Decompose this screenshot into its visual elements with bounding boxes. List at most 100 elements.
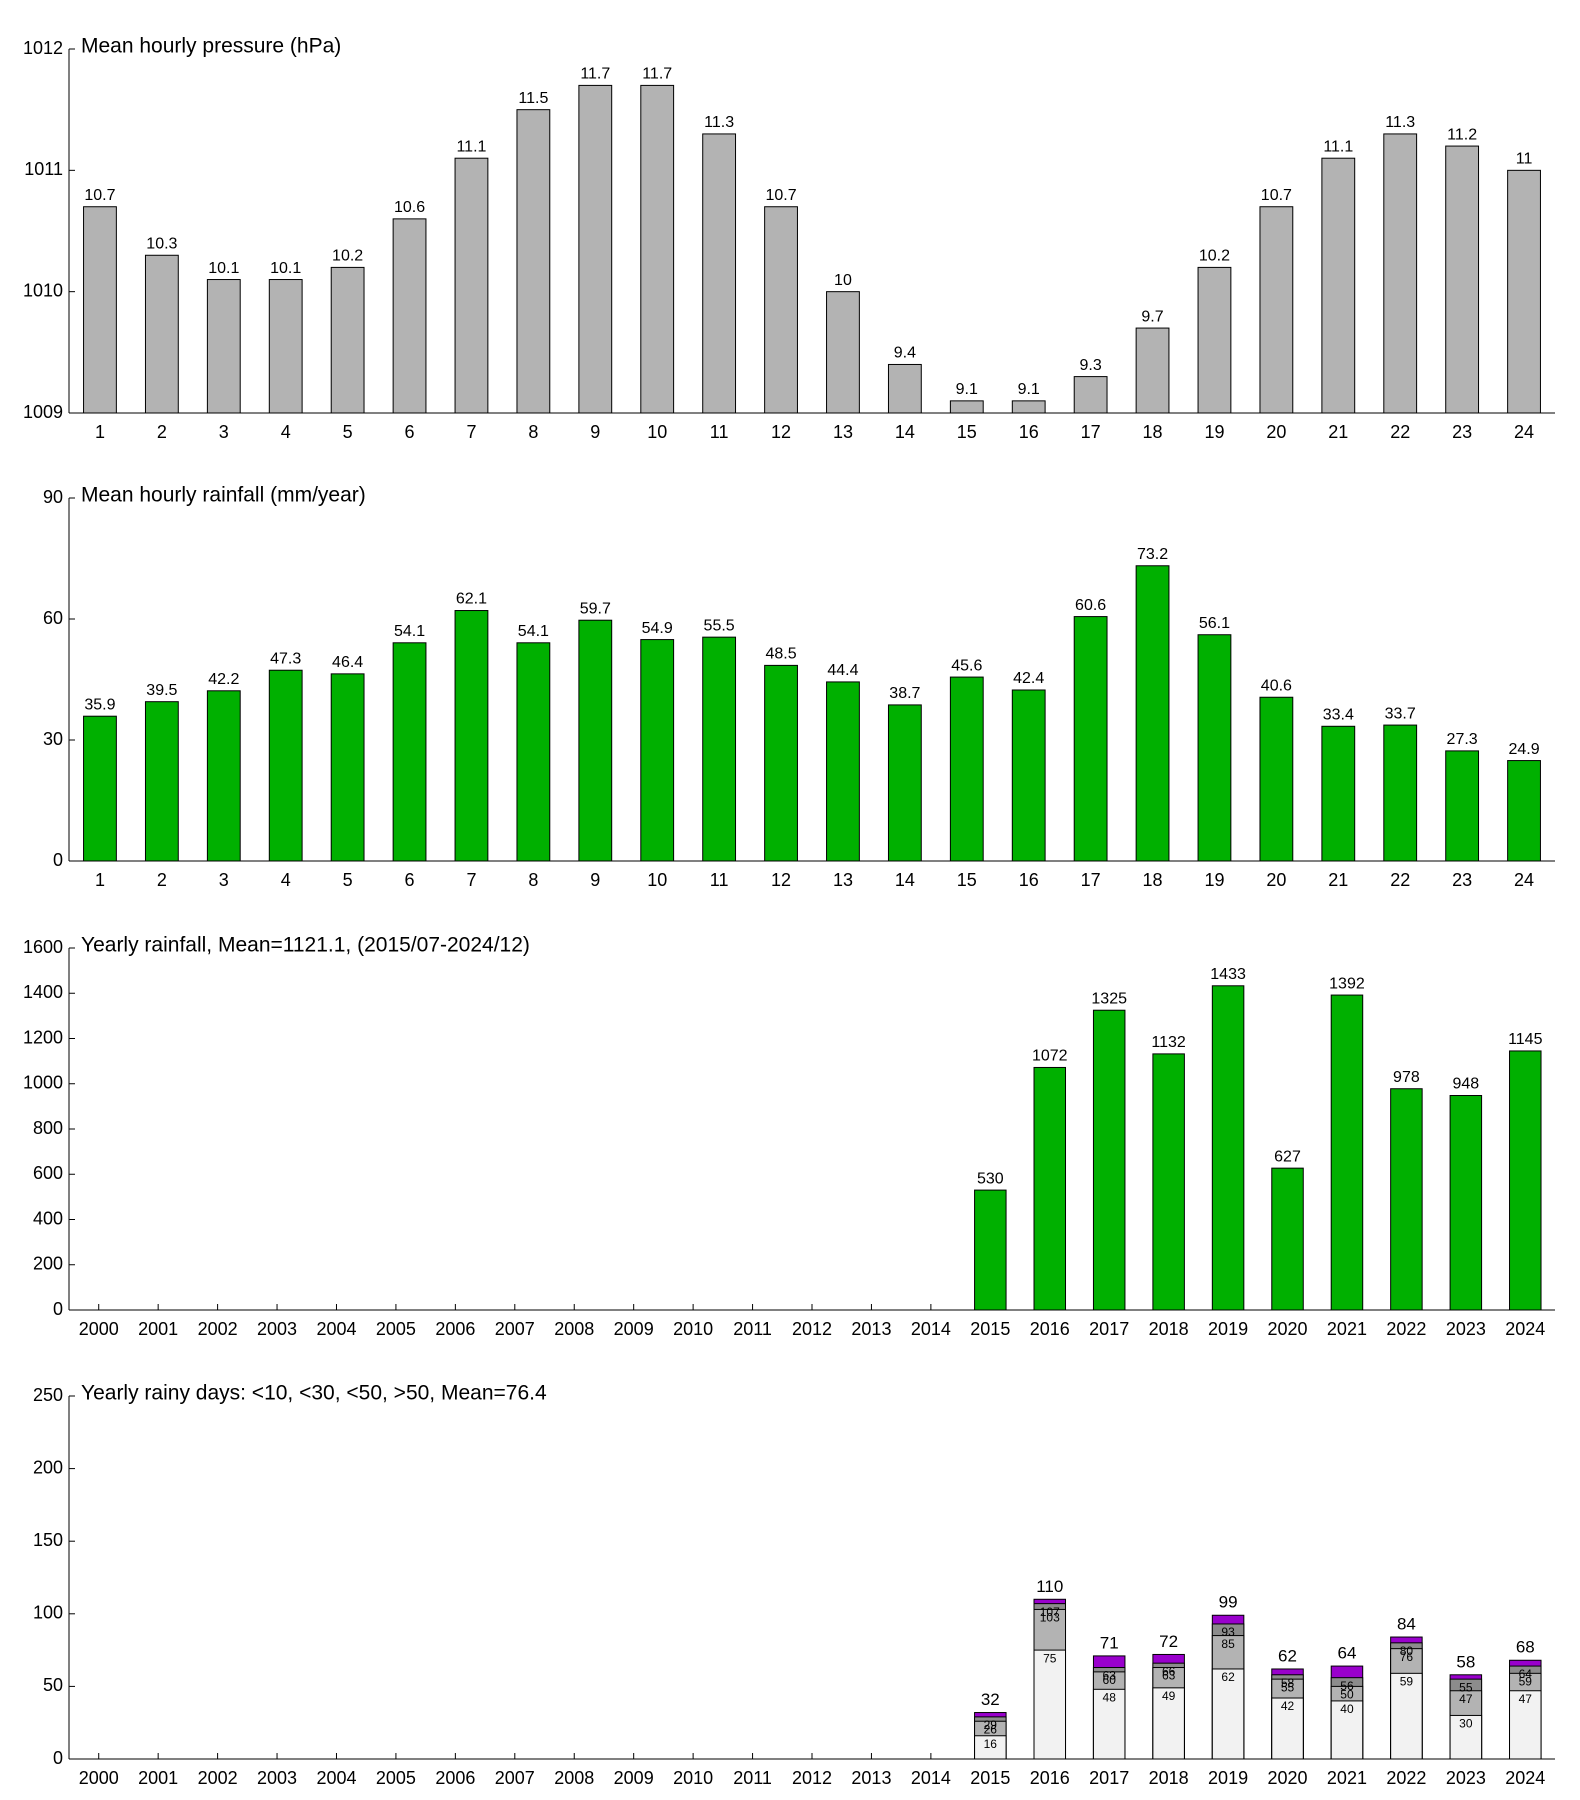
value-label: 10.7 <box>765 187 796 204</box>
value-label: 27.3 <box>1447 731 1478 748</box>
x-tick-label: 2 <box>157 422 167 442</box>
value-label: 1072 <box>1032 1048 1068 1065</box>
value-label: 48 <box>1103 1690 1117 1704</box>
x-tick-label: 3 <box>219 422 229 442</box>
x-tick-label: 14 <box>895 422 915 442</box>
value-label: 29 <box>984 1718 998 1732</box>
y-tick-label: 0 <box>53 1748 63 1768</box>
value-label: 10.2 <box>1199 248 1230 265</box>
y-tick-label: 0 <box>53 1299 63 1319</box>
value-label: 1145 <box>1508 1031 1543 1048</box>
x-tick-label: 9 <box>590 870 600 890</box>
y-tick-label: 90 <box>43 487 63 507</box>
value-label: 11.2 <box>1447 126 1477 143</box>
bar <box>1321 157 1356 414</box>
value-label: 530 <box>977 1170 1004 1187</box>
x-tick-label: 2002 <box>198 1319 238 1339</box>
value-label: 59 <box>1519 1675 1533 1689</box>
value-label: 93 <box>1221 1625 1235 1639</box>
x-tick-label: 19 <box>1204 422 1224 442</box>
bar <box>330 266 365 414</box>
x-tick-label: 4 <box>281 870 291 890</box>
bar <box>144 701 179 862</box>
x-tick-label: 8 <box>528 422 538 442</box>
x-tick-label: 2013 <box>851 1319 891 1339</box>
x-tick-label: 20 <box>1266 422 1286 442</box>
bar <box>826 291 860 414</box>
bar <box>83 206 117 414</box>
bar <box>887 363 922 414</box>
value-label: 110 <box>1036 1577 1063 1596</box>
x-tick-label: 2020 <box>1267 1319 1307 1339</box>
value-label: 64 <box>1519 1667 1533 1681</box>
bar <box>949 400 984 414</box>
x-tick-label: 2018 <box>1149 1768 1189 1788</box>
bar <box>1135 565 1170 862</box>
bar <box>764 206 798 414</box>
x-tick-label: 2006 <box>435 1768 475 1788</box>
bar <box>1135 327 1170 414</box>
value-label: 11.1 <box>456 138 486 155</box>
x-tick-label: 10 <box>647 870 667 890</box>
bar <box>578 619 613 862</box>
value-label: 60 <box>1103 1673 1117 1687</box>
x-tick-label: 2 <box>157 870 167 890</box>
y-tick-label: 1200 <box>23 1027 63 1047</box>
bar <box>1449 1714 1483 1760</box>
value-label: 26 <box>984 1722 998 1736</box>
value-label: 39.5 <box>146 682 177 699</box>
x-tick-label: 2007 <box>495 1768 535 1788</box>
bar <box>702 133 737 414</box>
bar <box>1011 689 1046 862</box>
y-tick-label: 400 <box>33 1208 63 1228</box>
x-tick-label: 1 <box>95 870 105 890</box>
bar <box>1449 1095 1483 1311</box>
value-label: 80 <box>1400 1644 1414 1658</box>
value-label: 62.1 <box>456 591 487 608</box>
y-tick-label: 100 <box>33 1603 63 1623</box>
bar <box>1073 616 1108 862</box>
value-label: 63 <box>1162 1669 1176 1683</box>
value-label: 10.7 <box>84 187 115 204</box>
bar <box>1073 376 1108 414</box>
value-label: 978 <box>1393 1069 1420 1086</box>
x-tick-label: 5 <box>343 422 353 442</box>
bar <box>1321 725 1356 862</box>
x-tick-label: 21 <box>1328 870 1348 890</box>
value-label: 9.1 <box>956 381 978 398</box>
bar <box>1197 634 1232 862</box>
x-tick-label: 2010 <box>673 1768 713 1788</box>
bar <box>144 254 179 414</box>
value-label: 59 <box>1400 1675 1414 1689</box>
value-label: 10.1 <box>270 260 301 277</box>
x-tick-label: 2007 <box>495 1319 535 1339</box>
value-label: 10.3 <box>146 235 177 252</box>
x-tick-label: 2000 <box>79 1319 119 1339</box>
x-tick-label: 12 <box>771 422 791 442</box>
bar <box>1211 1668 1245 1760</box>
x-tick-label: 20 <box>1266 870 1286 890</box>
bar <box>454 157 489 414</box>
value-label: 948 <box>1452 1076 1479 1093</box>
bar <box>1197 266 1232 414</box>
value-label: 16 <box>984 1737 998 1751</box>
value-label: 11.5 <box>518 90 548 107</box>
x-tick-label: 6 <box>405 422 415 442</box>
x-tick-label: 15 <box>957 422 977 442</box>
y-tick-label: 1000 <box>23 1073 63 1093</box>
x-tick-label: 23 <box>1452 870 1472 890</box>
bar <box>1390 1088 1423 1311</box>
value-label: 56 <box>1340 1679 1354 1693</box>
value-label: 47 <box>1459 1692 1473 1706</box>
value-label: 1433 <box>1210 966 1246 983</box>
value-label: 76 <box>1400 1650 1414 1664</box>
bar <box>516 642 551 862</box>
x-tick-label: 2003 <box>257 1319 297 1339</box>
value-label: 59.7 <box>580 600 611 617</box>
y-tick-label: 1009 <box>23 402 63 422</box>
value-label: 84 <box>1397 1615 1416 1634</box>
x-tick-label: 22 <box>1390 422 1410 442</box>
bar <box>1507 169 1541 414</box>
x-tick-label: 21 <box>1328 422 1348 442</box>
